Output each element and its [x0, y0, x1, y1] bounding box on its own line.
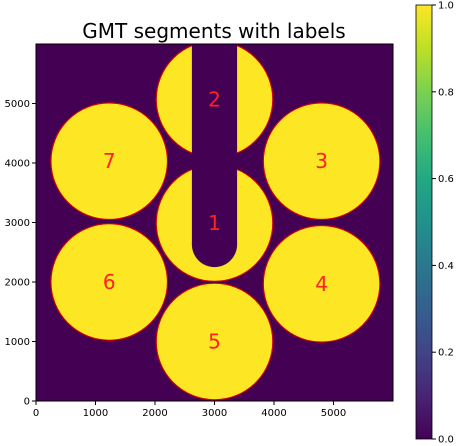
- y-tick-label: 3000: [5, 218, 30, 229]
- colorbar-tick-label: 0.2: [438, 348, 454, 359]
- x-tick-label: 4000: [261, 408, 286, 419]
- segment-7: [50, 102, 169, 221]
- chart-title: GMT segments with labels: [82, 19, 345, 43]
- segment-2-slot: [191, 44, 238, 159]
- segment-4: [262, 224, 381, 343]
- x-tick-label: 0: [33, 408, 39, 419]
- y-tick-label: 1000: [5, 337, 30, 348]
- x-axis: 0 1000 2000 3000 4000 5000: [33, 401, 346, 419]
- y-tick-label: 2000: [5, 278, 30, 289]
- y-tick-label: 4000: [5, 159, 30, 170]
- x-tick-label: 3000: [202, 408, 227, 419]
- y-tick-label: 5000: [5, 99, 30, 110]
- segments-layer: 1 2 3 4 5 6 7: [50, 44, 381, 401]
- segment-label-6: 6: [103, 270, 116, 294]
- colorbar-gradient: [416, 5, 432, 439]
- y-tick-label: 0: [24, 397, 30, 408]
- colorbar-tick-label: 0.4: [438, 261, 454, 272]
- segment-label-1: 1: [208, 211, 221, 235]
- x-tick-label: 2000: [142, 408, 167, 419]
- heatmap-plot: 1 2 3 4 5 6 7 0 1000 2000 3000 4000 5000 0 1000 2000 3…: [5, 43, 394, 419]
- x-tick-label: 1000: [83, 408, 108, 419]
- colorbar-tick-label: 0.6: [438, 174, 454, 185]
- colorbar-tick-label: 0.8: [438, 87, 454, 98]
- segment-1-slot-end: [191, 221, 238, 268]
- colorbar-frame: [415, 4, 433, 440]
- segment-label-5: 5: [208, 330, 221, 354]
- colorbar: 0.0 0.2 0.4 0.6 0.8 1.0: [415, 1, 454, 446]
- colorbar-tick-label: 1.0: [438, 1, 454, 12]
- segment-6: [50, 223, 169, 341]
- colorbar-ticks: 0.0 0.2 0.4 0.6 0.8 1.0: [432, 1, 454, 446]
- segment-label-4: 4: [315, 272, 328, 296]
- x-tick-label: 5000: [321, 408, 346, 419]
- segment-3: [262, 102, 381, 221]
- segment-label-2: 2: [208, 87, 221, 111]
- colorbar-tick-label: 0.0: [438, 435, 454, 446]
- segment-label-3: 3: [315, 149, 328, 173]
- segment-label-7: 7: [103, 149, 116, 173]
- segment-5: [155, 282, 274, 401]
- y-axis: 0 1000 2000 3000 4000 5000: [5, 99, 36, 408]
